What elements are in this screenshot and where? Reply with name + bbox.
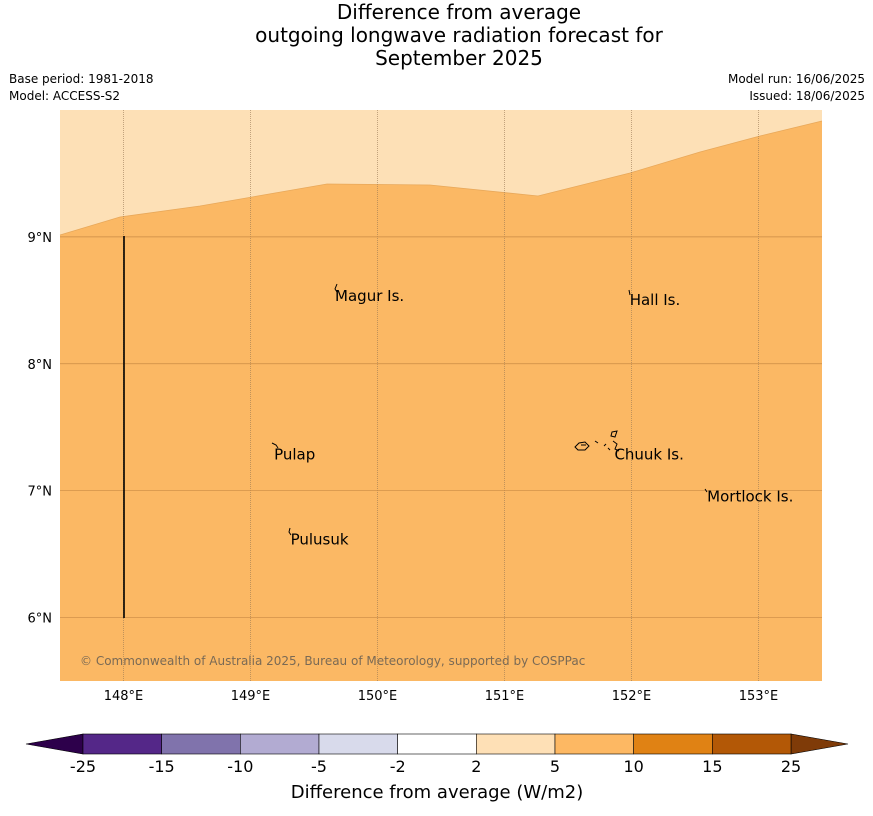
meta-right: Model run: 16/06/2025 Issued: 18/06/2025	[728, 71, 865, 105]
place-label-4: Mortlock Is.	[707, 487, 793, 505]
place-labels: Magur Is. Hall Is. Pulap Chuuk Is. Mortlock …	[274, 287, 793, 549]
latitude-label-1: 8°N	[28, 358, 53, 373]
colorbar-min-extension	[25, 733, 84, 755]
longitude-label-3: 151°E	[485, 689, 525, 704]
latitude-labels: 9°N 8°N 7°N 6°N	[28, 231, 53, 627]
colorbar-tick-labels: -25 -15 -10 -5 -2 2 5 10 15 25	[70, 757, 801, 776]
colorbar-label-9: 25	[781, 757, 801, 776]
contour-boundary	[59, 120, 823, 236]
latitude-label-3: 6°N	[28, 612, 53, 627]
title-line-1: Difference from average	[336, 0, 582, 24]
colorbar-segment-5	[476, 733, 556, 755]
colorbar-segment-1	[161, 733, 241, 755]
title-line-2: outgoing longwave radiation forecast for	[255, 23, 663, 47]
colorbar-title: Difference from average (W/m2)	[291, 782, 583, 803]
longitude-label-1: 149°E	[231, 689, 271, 704]
colorbar-segment-3	[318, 733, 398, 755]
colorbar-label-3: -5	[311, 757, 327, 776]
model-run-text: Model run: 16/06/2025	[727, 72, 865, 86]
island-outlines	[271, 283, 708, 536]
colorbar-label-4: -2	[390, 757, 406, 776]
colorbar-segment-2	[240, 733, 320, 755]
meta-left: Base period: 1981-2018 Model: ACCESS-S2	[9, 71, 154, 105]
model-text: Model: ACCESS-S2	[9, 89, 121, 103]
colorbar-label-5: 2	[471, 757, 481, 776]
map-title: Difference from average outgoing longwav…	[0, 1, 873, 70]
colorbar-segment-6	[554, 733, 634, 755]
colorbar-label-0: -25	[70, 757, 96, 776]
colorbar-label-8: 15	[702, 757, 722, 776]
title-line-3: September 2025	[375, 46, 543, 70]
longitude-label-0: 148°E	[104, 689, 144, 704]
mortlock-island-outline	[704, 488, 708, 493]
place-label-0: Magur Is.	[335, 287, 404, 305]
colorbar-segment-4	[397, 733, 477, 755]
pulap-island-outline	[271, 442, 279, 449]
place-label-3: Chuuk Is.	[614, 446, 683, 464]
colorbar-label-6: 5	[550, 757, 560, 776]
map-panel	[59, 110, 823, 681]
issued-text: Issued: 18/06/2025	[749, 89, 865, 103]
chuuk-islands-outline	[574, 430, 620, 452]
longitude-label-4: 152°E	[612, 689, 652, 704]
colorbar: -25 -15 -10 -5 -2 2 5 10 15 25 Difference from av…	[25, 733, 849, 803]
latitude-label-0: 9°N	[28, 231, 53, 246]
latitude-label-2: 7°N	[28, 485, 53, 500]
place-label-5: Pulusuk	[291, 531, 349, 549]
colorbar-segment-0	[82, 733, 162, 755]
place-label-1: Hall Is.	[630, 291, 681, 309]
colorbar-label-1: -15	[149, 757, 175, 776]
colorbar-label-7: 10	[623, 757, 643, 776]
longitude-label-5: 153°E	[739, 689, 779, 704]
longitude-labels: 148°E 149°E 150°E 151°E 152°E 153°E	[104, 689, 779, 704]
magur-island-outline	[334, 283, 338, 293]
colorbar-segment-7	[633, 733, 713, 755]
colorbar-segments	[82, 733, 792, 755]
colorbar-segment-8	[712, 733, 792, 755]
colorbar-max-extension	[790, 733, 849, 755]
place-label-2: Pulap	[274, 446, 315, 464]
pulusuk-island-outline	[288, 527, 292, 536]
colorbar-label-2: -10	[227, 757, 253, 776]
longitude-label-2: 150°E	[358, 689, 398, 704]
anomaly-band-2-5	[60, 110, 822, 235]
graticule	[60, 110, 822, 681]
copyright-text: © Commonwealth of Australia 2025, Bureau…	[80, 654, 585, 668]
hall-island-outline	[628, 289, 631, 296]
base-period-text: Base period: 1981-2018	[9, 72, 154, 86]
